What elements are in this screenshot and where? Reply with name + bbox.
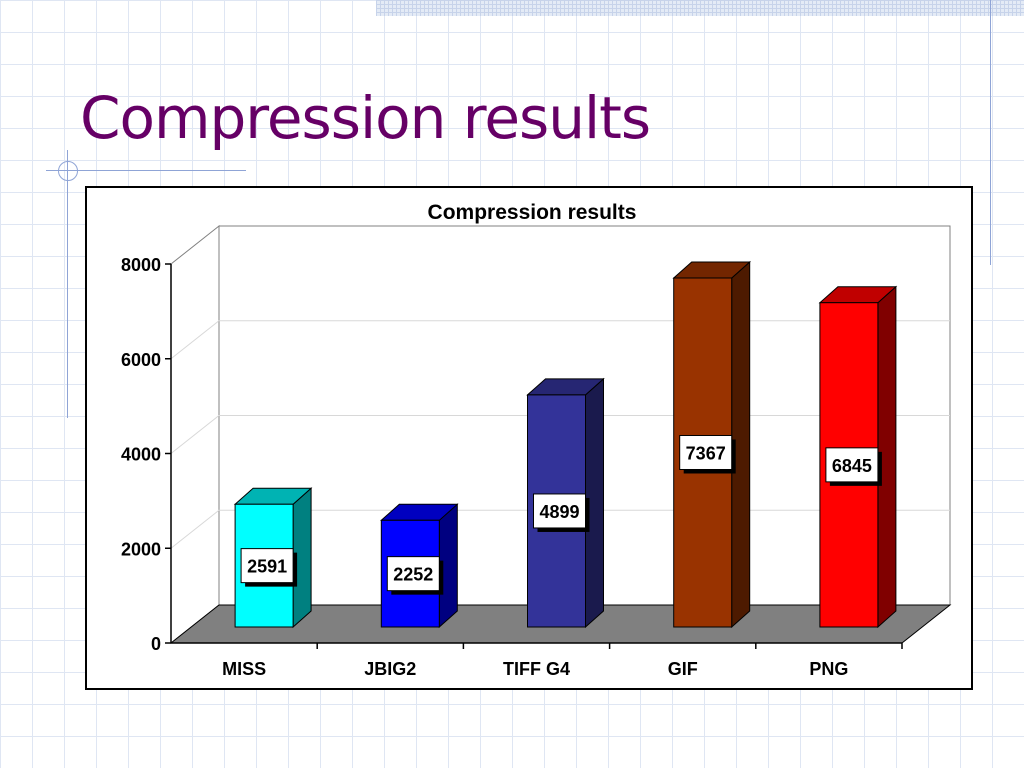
chart-data-labels: 2591 2252 4899 7367 6845 bbox=[240, 434, 882, 595]
x-tick-label: GIF bbox=[668, 659, 698, 679]
y-tick-label: 0 bbox=[151, 634, 161, 654]
chart-axes: 0 2000 4000 6000 8000 MISS JBIG2 TIFF G4 GIF PNG bbox=[121, 255, 903, 679]
data-label-png: 6845 bbox=[825, 447, 882, 486]
chart-title: Compression results bbox=[428, 201, 637, 224]
decorative-circle bbox=[58, 161, 78, 181]
y-tick-label: 8000 bbox=[121, 255, 161, 275]
top-decorative-band bbox=[376, 0, 1024, 16]
data-label-text: 4899 bbox=[539, 502, 579, 522]
x-tick-label: TIFF G4 bbox=[503, 659, 570, 679]
data-label-box bbox=[825, 447, 879, 483]
chart-container: 0 2000 4000 6000 8000 MISS JBIG2 TIFF G4 GIF PNG … bbox=[85, 186, 973, 690]
decorative-vertical-line-left bbox=[67, 150, 68, 418]
decorative-vertical-line-right bbox=[990, 0, 991, 265]
data-label-miss: 2591 bbox=[240, 548, 298, 587]
y-tick-label: 4000 bbox=[121, 445, 161, 465]
y-tick-label: 2000 bbox=[121, 539, 161, 559]
data-label-tiff-g4: 4899 bbox=[533, 493, 590, 532]
data-label-text: 6845 bbox=[832, 456, 872, 476]
data-label-gif: 7367 bbox=[679, 434, 736, 474]
data-label-jbig2: 2252 bbox=[386, 556, 444, 595]
data-label-text: 7367 bbox=[686, 443, 726, 463]
x-tick-label: MISS bbox=[222, 659, 266, 679]
data-label-text: 2252 bbox=[393, 565, 433, 585]
slide-title: Compression results bbox=[80, 84, 651, 152]
x-tick-label: PNG bbox=[809, 659, 848, 679]
data-label-box bbox=[240, 548, 294, 584]
data-label-box bbox=[386, 556, 440, 592]
data-label-box bbox=[679, 434, 733, 470]
decorative-horizontal-line bbox=[46, 170, 246, 171]
y-tick-label: 6000 bbox=[121, 350, 161, 370]
data-label-text: 2591 bbox=[247, 557, 287, 577]
x-tick-label: JBIG2 bbox=[364, 659, 416, 679]
data-label-box bbox=[533, 493, 586, 529]
